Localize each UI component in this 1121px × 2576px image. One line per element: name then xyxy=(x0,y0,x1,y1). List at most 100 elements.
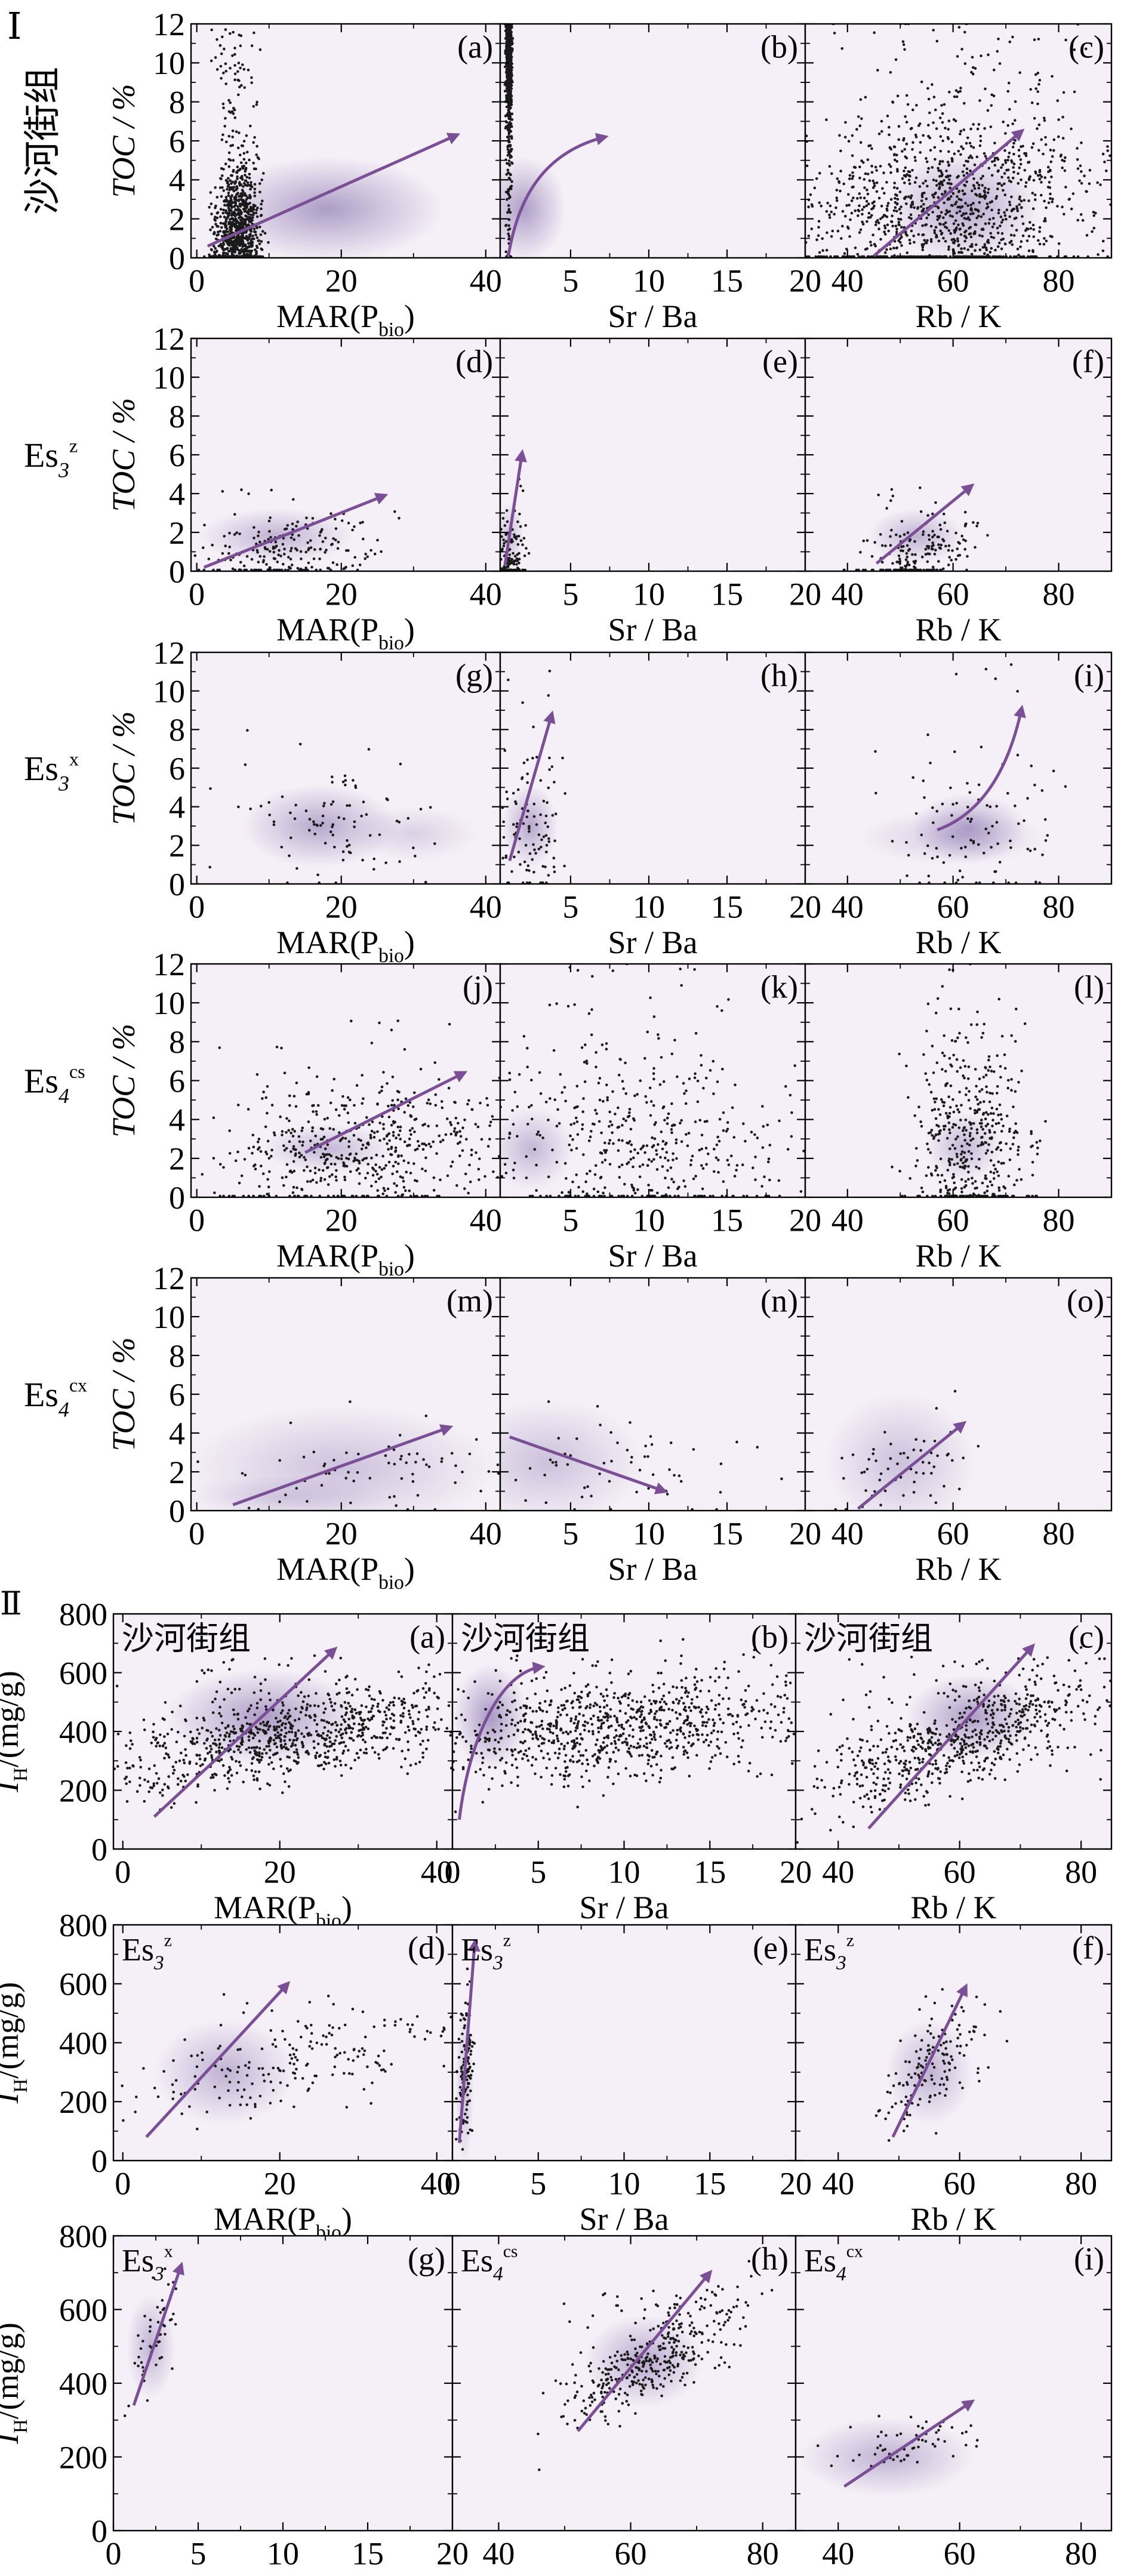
data-point xyxy=(235,229,238,232)
data-point xyxy=(510,50,513,53)
data-point xyxy=(321,814,325,818)
data-point xyxy=(857,214,860,217)
data-point xyxy=(510,137,513,140)
data-point xyxy=(324,842,327,845)
data-point xyxy=(947,544,951,547)
data-point xyxy=(306,1165,309,1169)
data-point xyxy=(226,202,230,206)
data-point xyxy=(283,1071,287,1075)
data-point xyxy=(229,200,233,203)
data-point xyxy=(275,1045,279,1049)
data-point xyxy=(996,187,999,190)
data-point xyxy=(267,801,271,804)
data-point xyxy=(509,156,512,159)
data-point xyxy=(252,204,255,207)
data-point xyxy=(491,1115,494,1118)
data-point xyxy=(1023,169,1027,172)
data-point xyxy=(255,543,258,546)
data-point xyxy=(257,1138,261,1141)
data-point xyxy=(905,94,908,97)
data-point xyxy=(845,204,848,207)
data-point xyxy=(506,162,509,165)
data-point xyxy=(395,1170,399,1173)
data-point xyxy=(227,551,230,555)
data-point xyxy=(926,87,929,90)
data-point xyxy=(247,242,251,245)
data-point xyxy=(238,85,241,89)
trend-arrow xyxy=(207,133,461,248)
data-point xyxy=(960,145,963,148)
data-point xyxy=(456,1142,460,1145)
data-point xyxy=(231,144,235,147)
data-point xyxy=(913,206,916,209)
data-point xyxy=(1000,232,1004,235)
data-point xyxy=(221,174,224,177)
data-point xyxy=(507,235,511,238)
data-point xyxy=(957,244,960,246)
data-point xyxy=(998,861,1002,864)
data-point xyxy=(927,547,930,550)
data-point xyxy=(956,879,960,882)
data-point xyxy=(250,243,253,246)
data-point xyxy=(1064,785,1067,788)
data-point xyxy=(318,1168,321,1172)
data-point xyxy=(386,1187,390,1191)
data-point xyxy=(312,1104,315,1107)
y-tick-label: 10 xyxy=(153,674,185,710)
data-point xyxy=(240,84,243,87)
data-point xyxy=(250,214,252,217)
data-point xyxy=(513,533,516,537)
data-point xyxy=(361,1144,365,1147)
data-point xyxy=(1103,161,1106,164)
data-point xyxy=(248,172,251,176)
data-point xyxy=(515,802,518,805)
data-point xyxy=(252,1145,255,1149)
data-point xyxy=(508,227,512,230)
data-point xyxy=(391,1172,394,1176)
data-point xyxy=(1012,234,1016,237)
data-point xyxy=(920,833,923,837)
data-point xyxy=(252,31,255,35)
data-point xyxy=(232,254,235,257)
data-point xyxy=(1014,100,1017,103)
data-point xyxy=(396,1019,399,1022)
data-point xyxy=(372,1136,376,1139)
data-point xyxy=(965,167,969,171)
data-point xyxy=(512,791,515,795)
data-point xyxy=(224,544,227,547)
data-point xyxy=(945,170,948,172)
data-point xyxy=(249,217,252,220)
data-point xyxy=(427,1098,430,1101)
data-point xyxy=(948,853,951,857)
data-point xyxy=(331,775,334,778)
data-point xyxy=(1051,155,1054,158)
data-point xyxy=(306,541,309,544)
data-point xyxy=(1012,177,1015,180)
data-point xyxy=(228,531,231,535)
panel-label: (g) xyxy=(455,658,493,694)
data-point xyxy=(996,158,1000,161)
data-point xyxy=(223,47,226,51)
x-axis-title: Rb / K xyxy=(915,612,1001,648)
data-point xyxy=(970,70,973,74)
data-point xyxy=(935,809,938,813)
data-point xyxy=(974,223,977,226)
data-point xyxy=(938,523,942,526)
data-point xyxy=(258,190,261,194)
data-point xyxy=(239,560,242,564)
data-point xyxy=(987,221,991,225)
data-point xyxy=(895,209,898,213)
data-point xyxy=(1038,79,1042,82)
data-point xyxy=(504,224,508,227)
x-tick-label: 40 xyxy=(470,889,502,925)
data-point xyxy=(215,211,219,215)
data-point xyxy=(946,226,948,230)
data-point xyxy=(909,196,913,200)
data-point xyxy=(227,177,230,180)
data-point xyxy=(274,540,278,544)
data-point xyxy=(226,246,229,250)
data-point xyxy=(507,88,510,91)
data-point xyxy=(968,141,972,145)
data-point xyxy=(229,32,232,35)
data-point xyxy=(331,781,334,784)
